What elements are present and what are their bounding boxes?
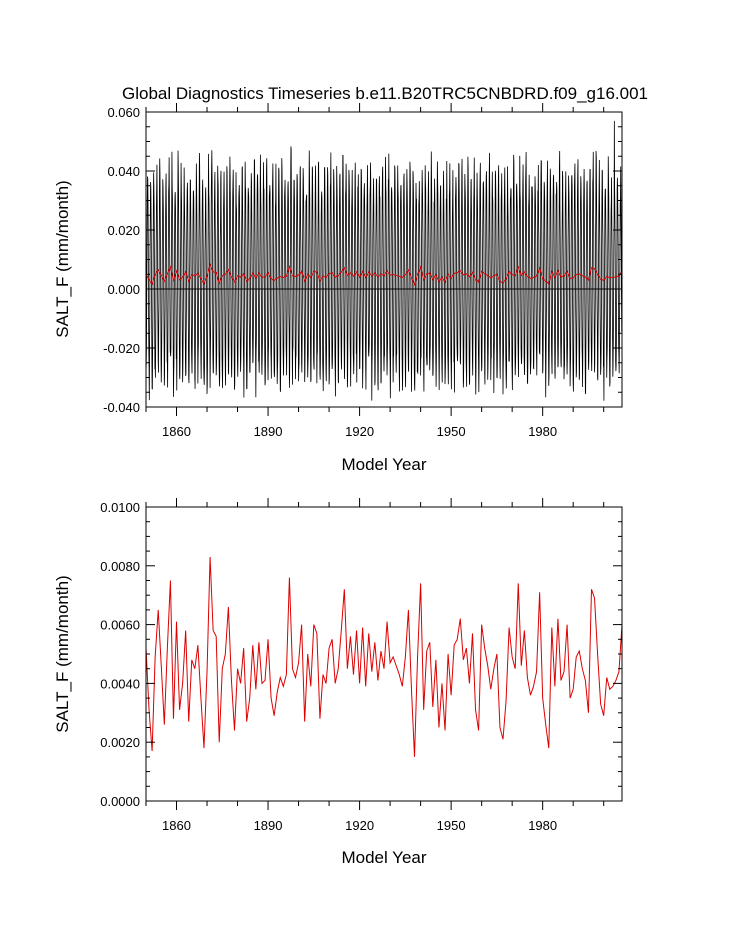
top-y-tick-label: -0.040 [103,400,140,415]
bottom-y-tick-label: 0.0060 [100,618,140,633]
bottom-x-axis-label: Model Year [341,848,426,867]
bottom-y-tick-label: 0.0080 [100,559,140,574]
top-x-tick-label: 1920 [345,424,374,439]
top-panel: -0.040 -0.020 0.000 0.020 0.040 0.060 1860 1890… [53,103,623,474]
top-x-tick-label: 1890 [254,424,283,439]
top-y-tick-label: 0.000 [107,282,140,297]
bottom-ticks-group: 0.0000 0.0020 0.0040 0.0060 0.0080 0.0100 1860… [100,498,622,833]
top-x-axis-label: Model Year [341,455,426,474]
bottom-x-tick-label: 1950 [437,818,466,833]
bottom-x-tick-label: 1920 [345,818,374,833]
top-series-group [146,120,622,401]
bottom-series-group [146,556,622,757]
top-y-tick-label: 0.020 [107,223,140,238]
bottom-y-tick-label: 0.0020 [100,735,140,750]
bottom-x-tick-label: 1860 [162,818,191,833]
top-y-tick-label: 0.060 [107,105,140,120]
bottom-y-tick-label: 0.0040 [100,676,140,691]
bottom-y-axis-label: SALT_F (mm/month) [53,575,72,732]
top-y-axis-label: SALT_F (mm/month) [53,180,72,337]
top-y-tick-label: -0.020 [103,341,140,356]
bottom-plot-frame [145,506,623,802]
top-x-tick-label: 1980 [528,424,557,439]
top-ticks-group: -0.040 -0.020 0.000 0.020 0.040 0.060 1860 1890… [103,103,622,439]
top-series-line-monthly [146,120,622,401]
bottom-x-tick-label: 1890 [254,818,283,833]
bottom-y-tick-label: 0.0100 [100,500,140,515]
top-series-line-annual [146,262,622,286]
bottom-panel: 0.0000 0.0020 0.0040 0.0060 0.0080 0.0100 1860… [53,498,623,867]
top-y-tick-label: 0.040 [107,164,140,179]
chart-title: Global Diagnostics Timeseries b.e11.B20T… [122,84,648,103]
bottom-series-line-annual [146,556,622,757]
top-x-tick-label: 1860 [162,424,191,439]
bottom-x-tick-label: 1980 [528,818,557,833]
bottom-y-tick-label: 0.0000 [100,794,140,809]
top-x-tick-label: 1950 [437,424,466,439]
